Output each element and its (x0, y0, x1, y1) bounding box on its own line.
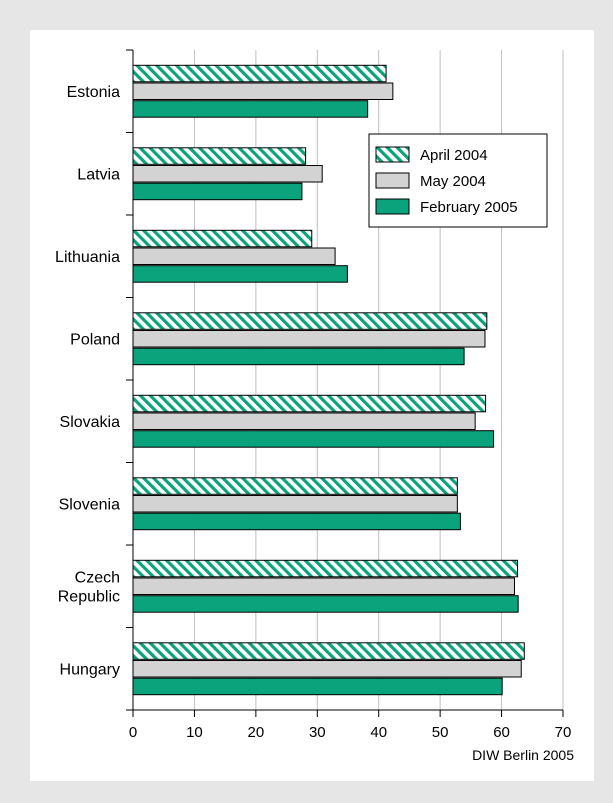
bar-slovakia-series-2 (132, 412, 476, 430)
axes: 0 10 20 30 40 50 60 70 (126, 49, 572, 741)
bar-hungary-series-1 (132, 642, 525, 660)
bar-hungary-series-3 (132, 677, 503, 696)
bar-czech-republic-series-3 (132, 595, 519, 613)
bar-czech-republic-series-1 (132, 559, 519, 578)
category-label-6-line-1: Republic (58, 588, 120, 605)
source-note: DIW Berlin 2005 (472, 747, 574, 763)
x-tick-label-50: 50 (432, 724, 449, 741)
bar-estonia-series-1 (132, 64, 387, 83)
x-tick-label-70: 70 (555, 724, 572, 741)
category-label-5: Slovenia (59, 496, 120, 513)
x-tick-label-40: 40 (370, 724, 387, 741)
legend-swatch-1 (375, 146, 410, 163)
legend-label-2: May 2004 (420, 173, 486, 190)
bar-slovenia-series-2 (132, 495, 458, 513)
legend-label-3: February 2005 (420, 199, 518, 216)
bar-estonia-series-2 (132, 82, 394, 100)
x-tick-label-20: 20 (248, 724, 265, 741)
bar-lithuania-series-3 (132, 265, 348, 283)
category-label-0: Estonia (67, 84, 120, 101)
legend-swatch-2 (375, 172, 410, 189)
category-label-1: Latvia (77, 166, 120, 183)
bar-lithuania-series-2 (132, 247, 336, 265)
category-label-3: Poland (70, 331, 120, 348)
x-tick-label-10: 10 (186, 724, 203, 741)
bar-latvia-series-1 (132, 147, 307, 165)
bar-latvia-series-2 (132, 165, 323, 183)
bar-hungary-series-2 (132, 660, 522, 678)
x-tick-label-60: 60 (493, 724, 510, 741)
bar-slovenia-series-1 (132, 477, 458, 495)
category-label-2: Lithuania (55, 249, 120, 266)
bar-slovenia-series-3 (132, 512, 461, 531)
category-label-6-line-0: Czech (75, 569, 120, 586)
bar-poland-series-1 (132, 312, 488, 330)
bars (132, 64, 525, 696)
bar-lithuania-series-1 (132, 229, 313, 248)
legend-label-1: April 2004 (420, 147, 488, 164)
bar-chart: 0 10 20 30 40 50 60 70 Estonia Latvia Lithuania Po… (55, 49, 572, 741)
category-labels: Estonia Latvia Lithuania Poland Slovakia Slov… (55, 84, 120, 679)
chart-panel: 0 10 20 30 40 50 60 70 Estonia Latvia Lithuania Po… (30, 30, 594, 781)
bar-poland-series-3 (132, 347, 465, 366)
x-tick-label-0: 0 (129, 724, 137, 741)
category-label-7: Hungary (60, 661, 120, 678)
bar-latvia-series-3 (132, 182, 303, 201)
bar-estonia-series-3 (132, 100, 369, 118)
category-label-4: Slovakia (60, 414, 121, 431)
bar-slovakia-series-3 (132, 430, 495, 448)
legend: April 2004 May 2004 February 2005 (368, 133, 548, 228)
chart-frame: 0 10 20 30 40 50 60 70 Estonia Latvia Lithuania Po… (8, 8, 605, 795)
bar-czech-republic-series-2 (132, 577, 515, 595)
bar-slovakia-series-1 (132, 394, 487, 413)
legend-swatch-3 (375, 198, 410, 215)
x-tick-label-30: 30 (309, 724, 326, 741)
bar-poland-series-2 (132, 330, 486, 348)
